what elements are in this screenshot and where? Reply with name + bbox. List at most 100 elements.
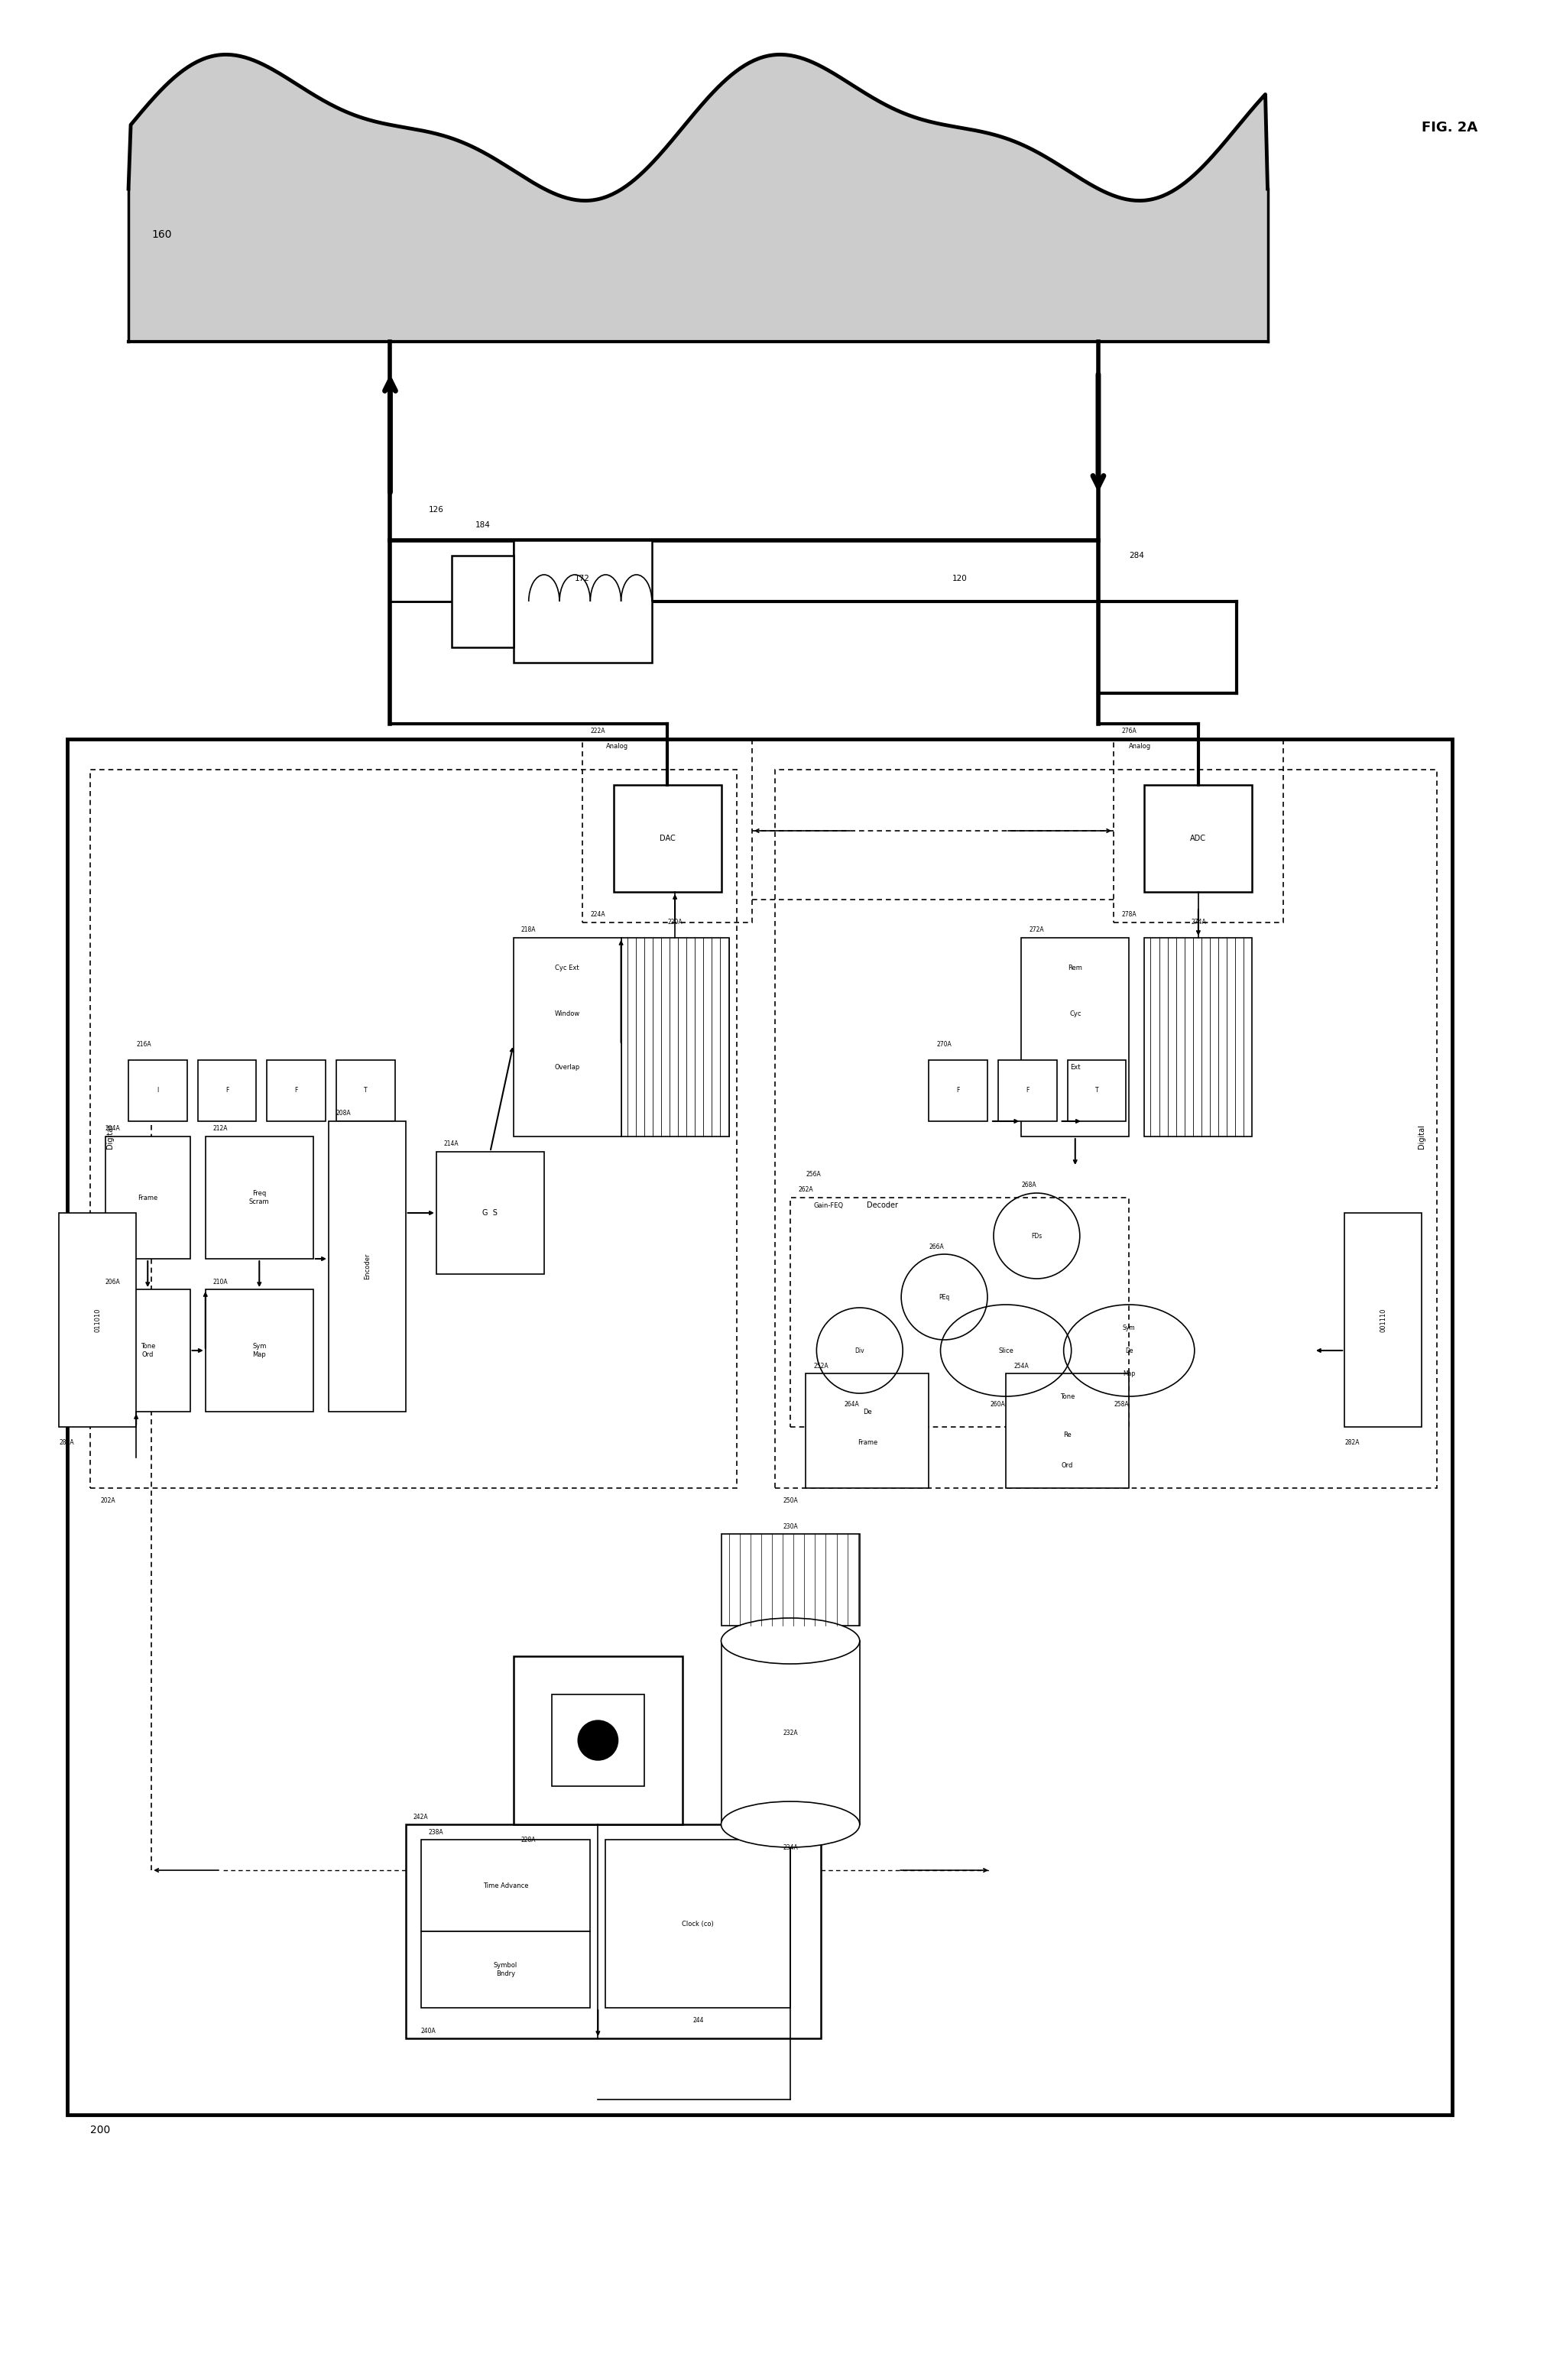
Text: T: T: [364, 1088, 367, 1095]
Text: 126: 126: [429, 507, 443, 514]
Bar: [206, 1290, 313, 1411]
Text: FDs: FDs: [1031, 1233, 1042, 1240]
Bar: [775, 769, 1437, 1488]
Text: 160: 160: [152, 228, 172, 240]
Text: 258A: 258A: [1113, 1399, 1128, 1407]
Text: 280A: 280A: [59, 1440, 74, 1445]
Text: Decoder: Decoder: [866, 1202, 899, 1209]
Text: Analog: Analog: [606, 743, 628, 750]
Text: Symbol
Bndry: Symbol Bndry: [493, 1961, 518, 1978]
Text: Cyc: Cyc: [1070, 1012, 1080, 1019]
Text: De: De: [863, 1409, 871, 1416]
Text: 208A: 208A: [336, 1109, 352, 1116]
Text: 212A: 212A: [212, 1126, 228, 1133]
Text: 222A: 222A: [591, 728, 605, 735]
Text: Rem: Rem: [1068, 964, 1082, 971]
Text: FIG. 2A: FIG. 2A: [1421, 121, 1477, 136]
Bar: [614, 785, 721, 892]
Bar: [928, 1059, 987, 1121]
Text: Tone: Tone: [1060, 1392, 1074, 1399]
Bar: [90, 769, 736, 1488]
Text: 268A: 268A: [1021, 1183, 1037, 1190]
Text: PEq: PEq: [939, 1295, 950, 1299]
Bar: [105, 1290, 191, 1411]
Bar: [59, 1214, 136, 1428]
Bar: [1006, 1373, 1128, 1488]
Text: Frame: Frame: [857, 1440, 877, 1445]
Bar: [67, 740, 1452, 2116]
Text: Ord: Ord: [1062, 1461, 1073, 1468]
Text: Frame: Frame: [138, 1195, 158, 1202]
Bar: [1021, 938, 1128, 1138]
Text: Sym
Map: Sym Map: [253, 1342, 267, 1359]
Bar: [1068, 1059, 1125, 1121]
Bar: [198, 1059, 256, 1121]
Bar: [998, 1059, 1057, 1121]
Text: Digital: Digital: [105, 1123, 113, 1150]
Text: F: F: [225, 1088, 229, 1095]
Bar: [513, 540, 653, 662]
Text: G  S: G S: [482, 1209, 498, 1216]
Text: 218A: 218A: [521, 926, 536, 933]
Text: ADC: ADC: [1190, 835, 1206, 843]
Bar: [790, 1197, 1128, 1428]
Text: F: F: [1026, 1088, 1029, 1095]
Bar: [1144, 938, 1252, 1138]
Text: Freq
Scram: Freq Scram: [250, 1190, 270, 1204]
Text: 256A: 256A: [806, 1171, 822, 1178]
Bar: [105, 1138, 191, 1259]
Text: Gain-FEQ: Gain-FEQ: [814, 1202, 843, 1209]
Text: μP: μP: [594, 1737, 601, 1745]
Bar: [721, 1640, 860, 1825]
Text: 270A: 270A: [936, 1042, 952, 1047]
Ellipse shape: [721, 1618, 860, 1664]
Text: 252A: 252A: [814, 1361, 829, 1368]
Text: 228A: 228A: [521, 1837, 536, 1842]
Bar: [422, 1933, 591, 2009]
Text: 254A: 254A: [1014, 1361, 1029, 1368]
Text: Sym: Sym: [1122, 1323, 1136, 1330]
Text: Map: Map: [1122, 1371, 1135, 1378]
Text: 216A: 216A: [136, 1042, 152, 1047]
Text: Overlap: Overlap: [555, 1064, 580, 1071]
Text: 260A: 260A: [990, 1399, 1006, 1407]
Text: 284: 284: [1128, 552, 1144, 559]
Text: 244: 244: [693, 2016, 704, 2023]
Text: 224A: 224A: [591, 912, 605, 919]
Text: 240A: 240A: [422, 2028, 436, 2035]
Bar: [1113, 740, 1283, 923]
Text: I: I: [157, 1088, 158, 1095]
Text: 200: 200: [90, 2125, 110, 2135]
Bar: [422, 1840, 591, 1933]
Circle shape: [578, 1721, 618, 1761]
Text: Window: Window: [555, 1012, 580, 1019]
Text: F: F: [294, 1088, 298, 1095]
Bar: [513, 938, 622, 1138]
Text: Digital: Digital: [1418, 1123, 1426, 1150]
Text: Time Advance: Time Advance: [484, 1883, 529, 1890]
Text: 276A: 276A: [1121, 728, 1136, 735]
Ellipse shape: [721, 1802, 860, 1847]
Bar: [606, 1840, 790, 2009]
Text: T: T: [1094, 1088, 1099, 1095]
Text: 282A: 282A: [1344, 1440, 1359, 1445]
Text: 242A: 242A: [414, 1814, 428, 1821]
Text: 232A: 232A: [783, 1730, 798, 1735]
Text: 001110: 001110: [1380, 1309, 1387, 1333]
Text: Encoder: Encoder: [364, 1254, 370, 1280]
Text: 206A: 206A: [105, 1278, 121, 1285]
Text: 214A: 214A: [443, 1140, 459, 1147]
Bar: [129, 1059, 188, 1121]
Text: 266A: 266A: [928, 1242, 944, 1250]
Bar: [267, 1059, 326, 1121]
Text: 230A: 230A: [783, 1523, 798, 1530]
Text: 272A: 272A: [1029, 926, 1045, 933]
Bar: [437, 1152, 544, 1273]
Bar: [406, 1825, 822, 2037]
Text: 274A: 274A: [1190, 919, 1206, 926]
Bar: [513, 1656, 682, 1825]
Text: 120: 120: [952, 574, 967, 583]
Text: 278A: 278A: [1121, 912, 1136, 919]
Text: 210A: 210A: [212, 1278, 228, 1285]
Bar: [806, 1373, 928, 1488]
